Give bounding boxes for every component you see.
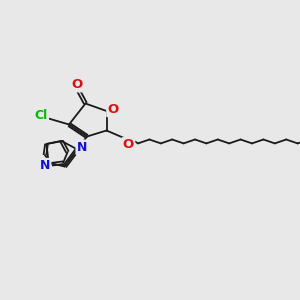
Text: N: N	[40, 159, 50, 172]
Text: N: N	[77, 141, 87, 154]
Text: O: O	[71, 78, 82, 91]
Text: O: O	[107, 103, 119, 116]
Text: O: O	[123, 138, 134, 152]
Text: Cl: Cl	[34, 109, 48, 122]
